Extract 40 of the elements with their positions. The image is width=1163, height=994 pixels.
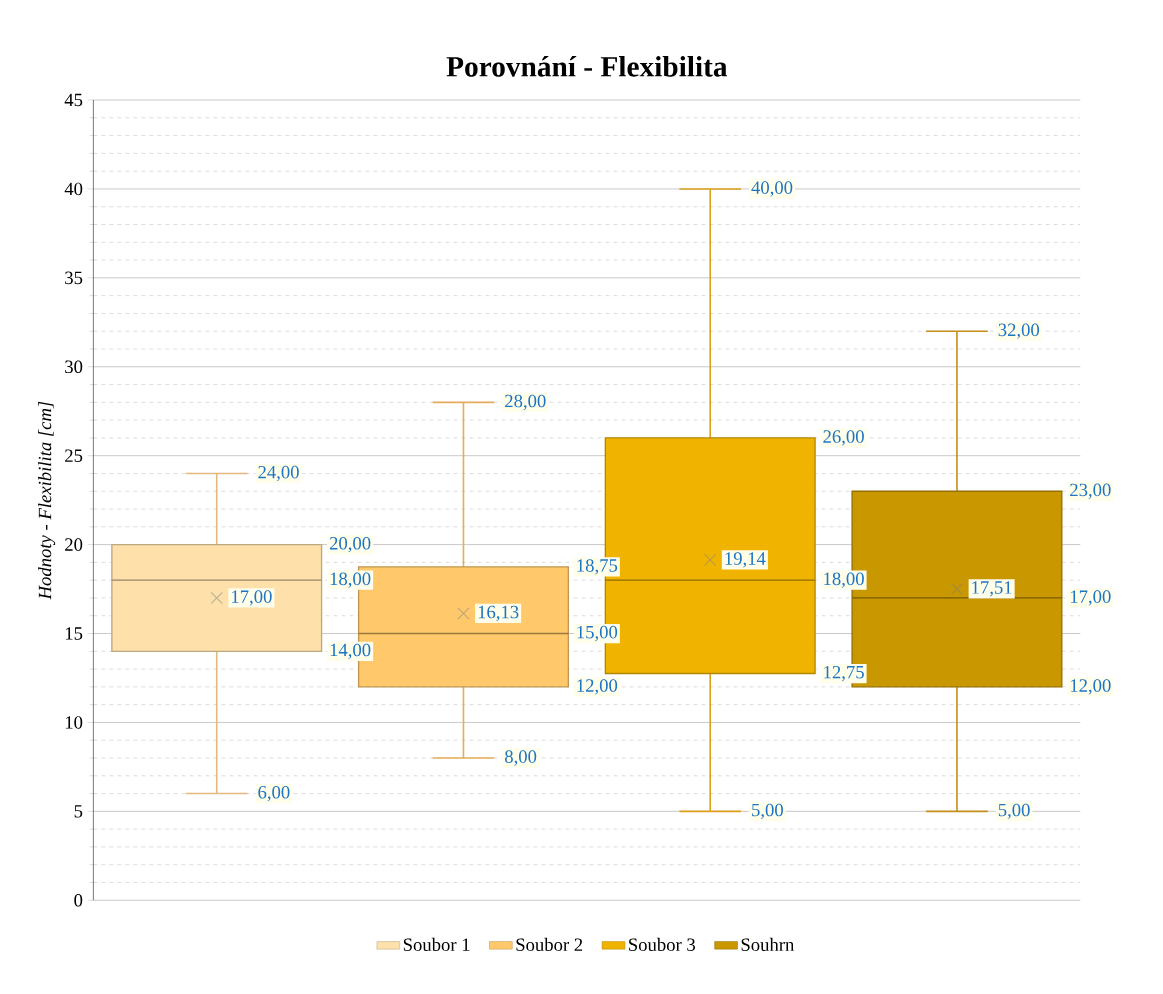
y-tick-label: 40 [64, 182, 83, 196]
annotation: 17,00 [232, 590, 272, 606]
y-tick-label: 20 [65, 538, 83, 552]
annotation: 5,00 [998, 803, 1030, 820]
annotation: 16,13 [478, 606, 519, 622]
annotation: 24,00 [258, 466, 299, 482]
y-tick-label: 0 [74, 894, 83, 907]
annotation: 5,00 [752, 803, 783, 820]
y-tick-label: 15 [65, 627, 83, 640]
chart-title: Porovnání - Flexibilita [446, 56, 728, 77]
annotation: 40,00 [751, 181, 793, 197]
annotation: 32,00 [998, 323, 1040, 340]
y-tick-label: 35 [65, 271, 83, 285]
annotation: 17,00 [1070, 590, 1111, 606]
legend-label: Souhrn [741, 938, 795, 952]
annotation: 17,51 [972, 581, 1012, 597]
annotation: 14,00 [330, 643, 371, 660]
annotation: 23,00 [1070, 483, 1111, 500]
annotation: 12,00 [577, 679, 618, 695]
annotation: 18,75 [577, 559, 618, 575]
annotation: 15,00 [577, 626, 618, 642]
annotation: 26,00 [823, 430, 864, 446]
y-tick-label: 10 [65, 716, 83, 729]
annotation: 19,14 [725, 552, 766, 568]
legend-label: Soubor 3 [629, 938, 696, 952]
annotation: 18,00 [330, 572, 371, 588]
annotation: 12,00 [1070, 679, 1111, 695]
y-tick-label: 45 [64, 93, 83, 107]
y-tick-label: 30 [65, 360, 83, 374]
annotation: 18,00 [824, 572, 864, 588]
annotation: 12,75 [824, 666, 864, 682]
annotation: 28,00 [505, 394, 546, 411]
annotation: 6,00 [258, 786, 290, 802]
y-tick-label: 5 [74, 805, 83, 818]
legend-label: Soubor 2 [516, 938, 583, 952]
y-axis-title: Hodnoty - Flexibilita [cm] [38, 401, 56, 600]
legend-label: Soubor 1 [403, 938, 470, 952]
annotation: 20,00 [329, 537, 371, 553]
annotation: 8,00 [504, 750, 537, 766]
y-tick-label: 25 [65, 449, 83, 463]
